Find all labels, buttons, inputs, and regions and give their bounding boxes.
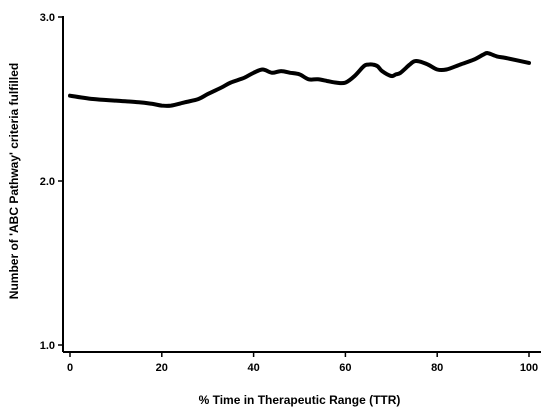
y-tick-label: 1.0 (40, 340, 55, 352)
x-tick-label: 80 (431, 362, 443, 374)
x-tick-label: 20 (156, 362, 168, 374)
y-tick-label: 3.0 (40, 12, 55, 24)
series-line (68, 51, 531, 108)
x-tick-label: 60 (339, 362, 351, 374)
x-tick-label: 0 (67, 362, 73, 374)
y-tick-label: 2.0 (40, 176, 55, 188)
x-tick-label: 100 (520, 362, 538, 374)
x-axis-title: % Time in Therapeutic Range (TTR) (199, 393, 401, 407)
x-tick-label: 40 (247, 362, 259, 374)
y-axis-title: Number of 'ABC Pathway' criteria fulfill… (7, 63, 21, 299)
